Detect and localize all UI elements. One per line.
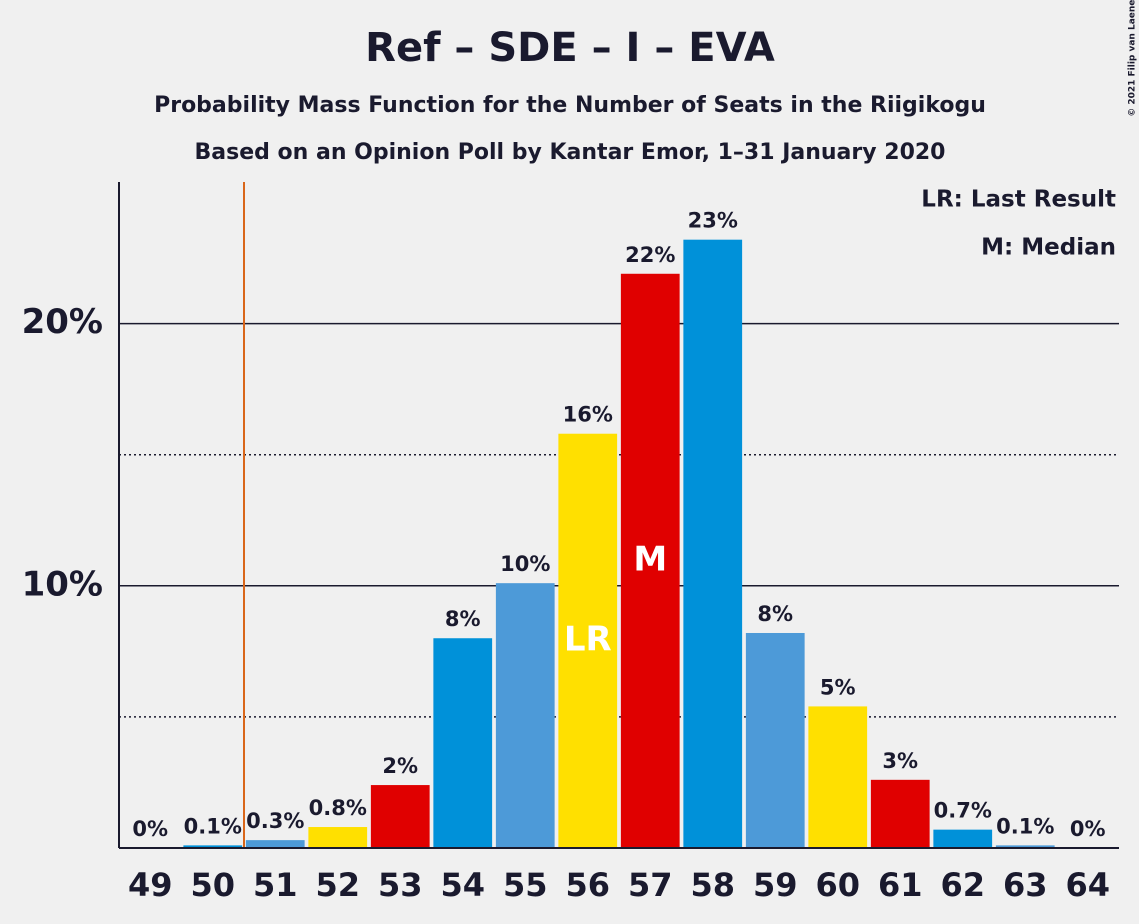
value-label: 10% (500, 552, 550, 576)
x-tick-label: 60 (815, 866, 860, 904)
copyright: © 2021 Filip van Laenen (1128, 0, 1138, 117)
bar (308, 827, 368, 848)
bar (808, 706, 868, 848)
bar (495, 583, 555, 848)
value-label: 0.8% (309, 796, 367, 820)
x-tick-label: 62 (940, 866, 985, 904)
bar (620, 273, 680, 848)
value-label: 8% (445, 607, 481, 631)
legend-entry: M: Median (981, 235, 1116, 261)
value-label: 3% (882, 749, 918, 773)
x-tick-label: 58 (690, 866, 735, 904)
bar (433, 638, 493, 848)
value-label: 0.3% (246, 809, 304, 833)
x-tick-label: 49 (128, 866, 173, 904)
value-label: 5% (820, 675, 856, 699)
bar (683, 239, 743, 848)
value-label: 0% (132, 817, 168, 841)
bar (870, 779, 930, 848)
value-label: 16% (563, 403, 613, 427)
x-tick-label: 59 (753, 866, 798, 904)
bar (745, 632, 805, 848)
x-tick-label: 64 (1065, 866, 1110, 904)
value-label: 0.7% (934, 799, 992, 823)
x-tick-label: 53 (378, 866, 423, 904)
x-tick-label: 50 (190, 866, 235, 904)
x-tick-label: 63 (1003, 866, 1048, 904)
value-label: 23% (688, 209, 738, 233)
y-tick-label: 20% (22, 302, 103, 342)
bar (995, 845, 1055, 848)
bar-annotation: LR (564, 619, 612, 659)
y-tick-label: 10% (22, 564, 103, 604)
value-label: 2% (382, 754, 418, 778)
value-label: 0% (1070, 817, 1106, 841)
bar (183, 845, 243, 848)
value-label: 22% (625, 243, 675, 267)
legend-entry: LR: Last Result (921, 187, 1116, 213)
chart-subtitle: Based on an Opinion Poll by Kantar Emor,… (195, 140, 946, 165)
value-label: 0.1% (184, 814, 242, 838)
bar (558, 433, 618, 848)
x-tick-label: 51 (253, 866, 298, 904)
x-tick-label: 54 (440, 866, 485, 904)
value-label: 8% (757, 602, 793, 626)
bar (245, 840, 305, 848)
bar-annotation: M (633, 539, 667, 579)
x-tick-label: 55 (503, 866, 548, 904)
chart-title: Ref – SDE – I – EVA (365, 25, 775, 71)
chart-subtitle: Probability Mass Function for the Number… (154, 93, 986, 118)
x-tick-label: 52 (315, 866, 360, 904)
x-tick-label: 61 (878, 866, 923, 904)
value-label: 0.1% (996, 814, 1054, 838)
bar (933, 829, 993, 848)
x-tick-label: 56 (565, 866, 610, 904)
x-tick-label: 57 (628, 866, 673, 904)
bar (370, 785, 430, 848)
